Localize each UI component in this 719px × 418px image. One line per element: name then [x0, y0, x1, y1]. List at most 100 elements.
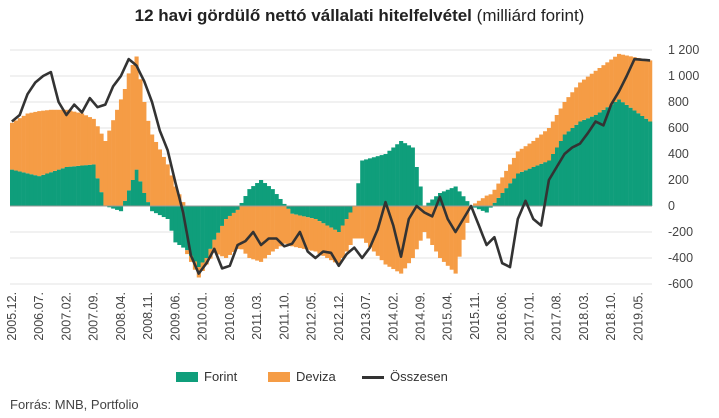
forint-bar — [134, 169, 139, 206]
deviza-bar — [616, 53, 622, 100]
forint-bar — [290, 206, 295, 214]
forint-bar — [613, 102, 618, 206]
forint-bar — [220, 206, 225, 226]
forint-bar — [375, 156, 380, 206]
forint-bar — [585, 118, 590, 206]
forint-bar — [430, 199, 435, 206]
deviza-bar — [52, 109, 57, 171]
forint-bar — [348, 206, 353, 213]
forint-bar — [593, 115, 598, 206]
deviza-bar — [414, 206, 419, 250]
deviza-bar — [239, 206, 244, 250]
deviza-bar — [383, 206, 388, 265]
forint-bar — [262, 183, 268, 206]
deviza-bar — [227, 215, 233, 255]
forint-bar — [570, 128, 575, 206]
forint-bar — [165, 206, 170, 219]
forint-bar — [274, 194, 279, 206]
forint-bar — [153, 206, 159, 214]
legend-label-forint: Forint — [204, 369, 238, 384]
deviza-bar — [445, 206, 450, 266]
deviza-bar — [348, 212, 353, 245]
forint-bar — [122, 200, 127, 206]
deviza-bar — [589, 73, 594, 117]
deviza-bar — [620, 54, 626, 103]
legend-label-osszesen: Összesen — [390, 369, 448, 384]
forint-bar — [414, 167, 419, 206]
deviza-bar — [91, 118, 96, 165]
y-axis-ticks: 1 200 1 000 800 600 400 200 0 -200 -400 -600 — [668, 43, 699, 291]
deviza-bar — [313, 219, 318, 252]
forint-bar — [68, 166, 73, 206]
deviza-bar — [146, 120, 151, 203]
deviza-bar — [165, 164, 170, 206]
forint-bar — [41, 174, 46, 206]
x-tick-label: 2007.09. — [87, 292, 101, 341]
forint-bar — [336, 206, 341, 232]
deviza-bar — [613, 56, 618, 102]
deviza-bar — [115, 109, 120, 206]
forint-bar — [29, 174, 34, 206]
x-tick-label: 2008.04. — [114, 292, 128, 341]
forint-bar — [251, 186, 256, 206]
forint-bar — [115, 206, 120, 210]
deviza-bar — [391, 206, 396, 270]
x-tick-label: 2007.02. — [59, 292, 73, 341]
deviza-bar — [309, 218, 314, 251]
deviza-bar — [605, 62, 610, 108]
forint-bar — [91, 164, 96, 206]
deviza-bar — [224, 219, 229, 258]
deviza-bar — [301, 216, 306, 249]
forint-bar — [406, 145, 412, 206]
forint-bar — [609, 104, 614, 206]
deviza-bar — [550, 121, 555, 154]
forint-bar — [449, 188, 454, 206]
deviza-bar — [430, 206, 435, 245]
deviza-bar — [290, 213, 295, 247]
deviza-bar — [457, 206, 462, 257]
deviza-bar — [111, 120, 116, 206]
forint-bar — [484, 206, 489, 213]
forint-bar — [632, 110, 637, 206]
forint-bar — [266, 186, 271, 206]
deviza-bar — [496, 183, 501, 198]
forint-bar — [589, 116, 594, 206]
x-tick-label: 2015.11. — [468, 292, 482, 340]
deviza-bar — [169, 175, 174, 206]
forint-bar — [64, 167, 69, 206]
forint-bar — [118, 206, 124, 212]
deviza-bar — [173, 186, 178, 206]
forint-bar — [543, 162, 548, 206]
deviza-bar — [387, 206, 392, 267]
x-tick-label: 2018.03. — [577, 292, 591, 341]
deviza-bar — [461, 206, 466, 240]
deviza-bar — [60, 109, 65, 169]
deviza-bar — [558, 108, 563, 141]
forint-bar — [344, 206, 349, 219]
forint-bar — [259, 180, 264, 206]
forint-bar — [255, 183, 260, 206]
deviza-bar — [247, 206, 252, 258]
forint-bar — [17, 171, 22, 206]
deviza-bar — [122, 89, 127, 201]
forint-bar — [72, 166, 77, 206]
x-tick-label: 2012.12. — [332, 292, 346, 341]
deviza-bar — [130, 64, 135, 180]
forint-bar — [554, 147, 559, 206]
deviza-bar — [45, 110, 50, 174]
forint-bar — [558, 141, 563, 206]
forint-bar — [644, 118, 649, 206]
deviza-bar — [360, 206, 365, 239]
deviza-bar — [220, 225, 225, 257]
deviza-bar — [72, 111, 77, 167]
forint-bar — [321, 206, 326, 224]
forint-bar — [523, 170, 528, 206]
deviza-bar — [235, 209, 240, 249]
forint-bar — [402, 143, 408, 206]
forint-bar — [383, 154, 388, 206]
forint-bar — [445, 189, 450, 206]
deviza-bar — [282, 206, 287, 244]
deviza-bar — [150, 134, 155, 206]
x-tick-label: 2013.07. — [359, 292, 373, 341]
